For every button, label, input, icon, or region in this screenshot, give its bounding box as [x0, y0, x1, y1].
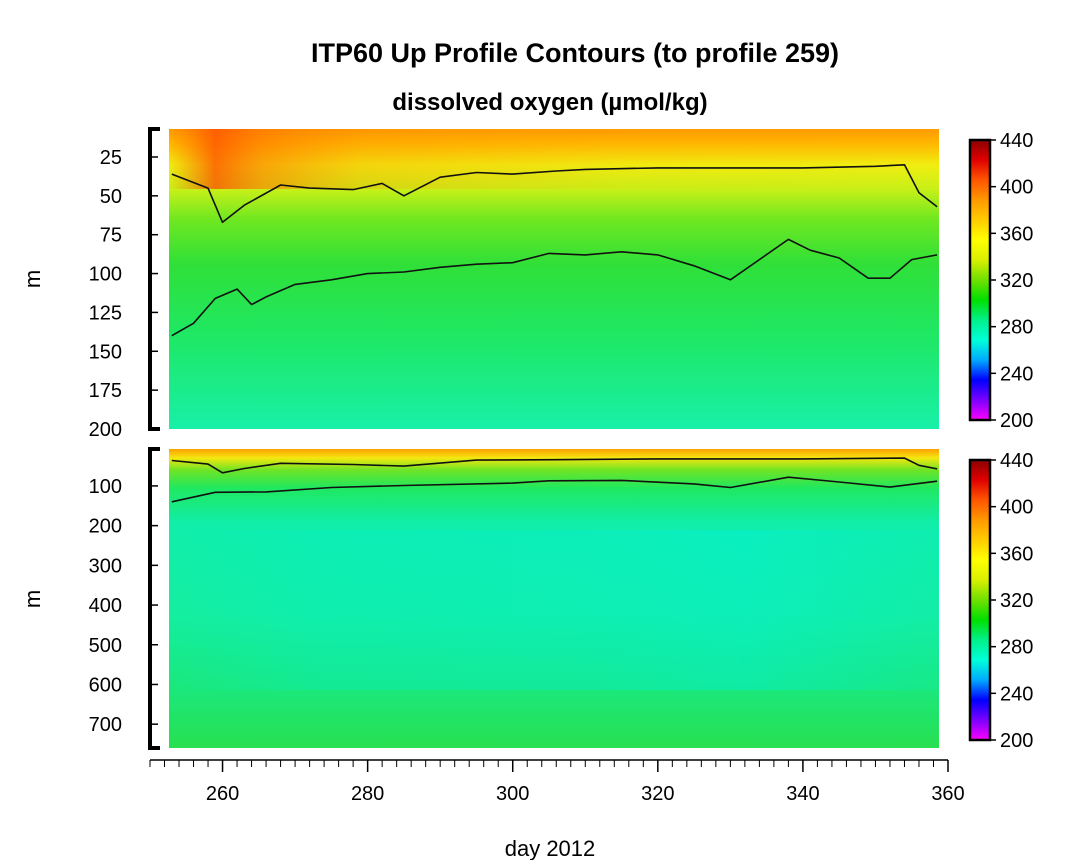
x-tick-label: 340: [786, 783, 819, 805]
lower-deep-water: [169, 530, 939, 690]
x-tick-label: 260: [206, 783, 239, 805]
upper-y-tick-label: 50: [100, 186, 122, 208]
upper-y-tick-label: 25: [100, 147, 122, 169]
upper-contour-line: [171, 164, 938, 224]
lower-colorbar-tick-label: 360: [1000, 543, 1033, 565]
chart-title: ITP60 Up Profile Contours (to profile 25…: [311, 38, 839, 68]
upper-y-tick-label: 175: [89, 380, 122, 402]
lower-y-tick-label: 200: [89, 516, 122, 538]
upper-colorbar-tick-label: 320: [1000, 270, 1033, 292]
lower-y-tick-label: 600: [89, 674, 122, 696]
upper-y-tick-label: 125: [89, 302, 122, 324]
upper-y-tick-label: 100: [89, 264, 122, 286]
upper-y-tick-label: 200: [89, 419, 122, 441]
upper-colorbar-tick-label: 400: [1000, 177, 1033, 199]
x-axis-label: day 2012: [505, 836, 596, 860]
upper-y-tick-label: 75: [100, 225, 122, 247]
lower-y-tick-label: 300: [89, 555, 122, 577]
chart-subtitle: dissolved oxygen (µmol/kg): [392, 89, 707, 116]
lower-colorbar-tick-label: 200: [1000, 730, 1033, 752]
lower-colorbar-tick-label: 240: [1000, 683, 1033, 705]
lower-y-tick-label: 100: [89, 476, 122, 498]
upper-y-axis-label: m: [20, 270, 45, 288]
upper-colorbar-tick-label: 280: [1000, 317, 1033, 339]
lower-colorbar-tick-label: 400: [1000, 497, 1033, 519]
upper-y-tick-label: 150: [89, 341, 122, 363]
x-axis: 260 280 300 320 340 360: [149, 759, 965, 805]
lower-colorbar-tick-label: 440: [1000, 450, 1033, 472]
lower-colorbar-scale: [968, 458, 992, 742]
upper-contours: [171, 164, 938, 337]
x-tick-label: 320: [641, 783, 674, 805]
lower-contours: [171, 457, 938, 503]
lower-y-tick-label: 400: [89, 595, 122, 617]
lower-colorbar: 200 240 280 320 360 400 440: [968, 450, 1033, 752]
lower-colorbar-tick-label: 320: [1000, 590, 1033, 612]
upper-contour-line: [171, 238, 938, 337]
upper-colorbar: 200 240 280 320 360 400 440: [968, 130, 1033, 432]
x-tick-label: 300: [496, 783, 529, 805]
upper-colorbar-tick-label: 200: [1000, 410, 1033, 432]
lower-y-axis-label: m: [20, 590, 45, 608]
x-tick-label: 280: [351, 783, 384, 805]
upper-colorbar-tick-label: 440: [1000, 130, 1033, 152]
upper-surface-maximum: [169, 129, 939, 189]
x-tick-label: 360: [931, 783, 964, 805]
lower-y-axis: 100 200 300 400 500 600 700: [89, 447, 160, 750]
upper-colorbar-tick-label: 360: [1000, 223, 1033, 245]
upper-panel: 25 50 75 100 125 150 175 200 m: [20, 127, 939, 441]
upper-y-axis: 25 50 75 100 125 150 175 200: [89, 127, 160, 441]
lower-contour-line: [171, 476, 938, 503]
lower-contour-line: [171, 457, 938, 474]
upper-colorbar-tick-label: 240: [1000, 363, 1033, 385]
lower-panel: 100 200 300 400 500 600 700 m: [20, 447, 939, 750]
lower-y-tick-label: 700: [89, 714, 122, 736]
lower-colorbar-tick-label: 280: [1000, 637, 1033, 659]
upper-colorbar-scale: [968, 138, 992, 422]
lower-y-tick-label: 500: [89, 635, 122, 657]
